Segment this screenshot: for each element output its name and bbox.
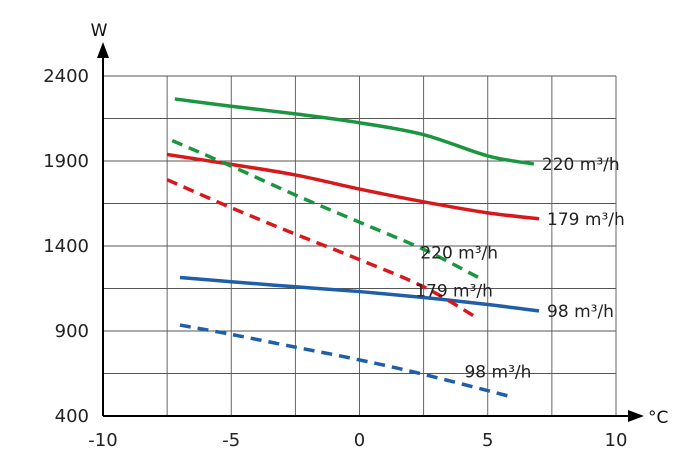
x-tick-label: -10 [88,430,117,451]
x-tick-label: 10 [605,430,628,451]
series-labels: 220 m³/h 179 m³/h 98 m³/h 220 m³/h 179 m³/h 9… [415,155,625,382]
axes: W °C 400 900 1400 1900 2400 -10 -5 0 5 10 [43,21,668,451]
y-tick-label: 1400 [43,236,89,257]
series-line-solid-0 [174,97,535,166]
series-lines [166,97,540,399]
series-label: 220 m³/h [420,243,498,263]
x-tick-label: 0 [354,430,365,451]
series-line-solid-2 [179,275,540,313]
series-line-dashed-4 [166,178,476,319]
y-tick-label: 400 [55,406,89,427]
x-tick-label: 5 [482,430,493,451]
y-tick-label: 1900 [43,151,89,172]
series-label: 179 m³/h [547,210,625,230]
y-axis-arrow-icon [97,42,109,58]
series-label: 179 m³/h [415,282,493,302]
series-line-dashed-5 [179,323,514,399]
x-axis-label: °C [648,408,668,428]
series-line-dashed-3 [171,138,481,280]
grid [103,75,617,416]
series-label: 98 m³/h [464,362,531,382]
x-tick-label: -5 [222,430,240,451]
series-label: 98 m³/h [547,302,614,322]
series-label: 220 m³/h [542,155,620,175]
y-tick-label: 900 [55,321,89,342]
y-axis-label: W [91,21,108,41]
y-tick-label: 2400 [43,66,89,87]
x-axis-arrow-icon [628,410,644,422]
